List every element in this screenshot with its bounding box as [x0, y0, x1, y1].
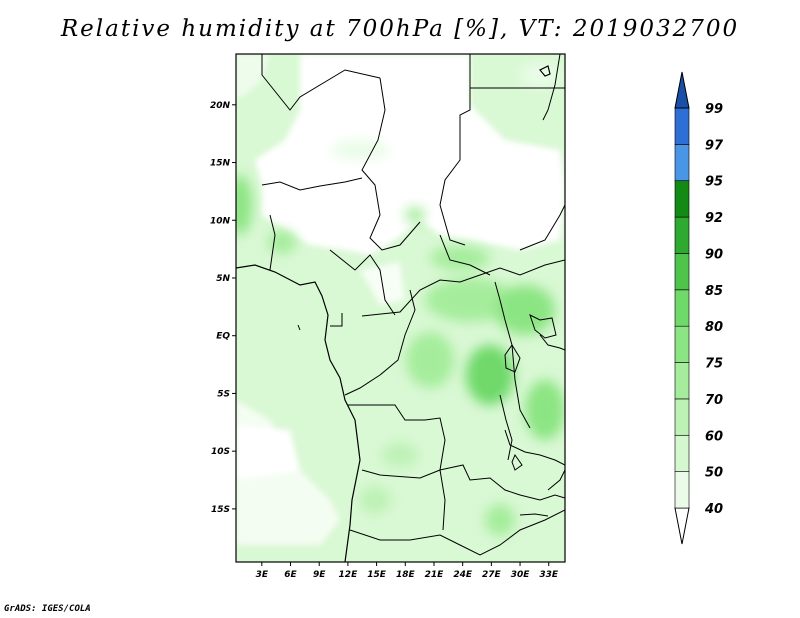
colorbar-swatch — [674, 144, 690, 182]
colorbar-swatch — [674, 434, 690, 472]
lon-tick-label: 30E — [511, 570, 531, 580]
humidity-field — [236, 54, 565, 562]
colorbar-level-label: 75 — [705, 357, 723, 372]
colorbar-swatch — [674, 471, 690, 509]
lon-tick-label: 6E — [284, 570, 297, 580]
lat-tick-label: 20N — [210, 101, 231, 111]
lon-tick-label: 3E — [256, 570, 269, 580]
lon-tick-label: 18E — [396, 570, 416, 580]
colorbar-level-label: 70 — [705, 393, 723, 408]
lon-tick-label: 27E — [482, 570, 502, 580]
map-frame — [235, 53, 566, 563]
latitude-axis: 20N 15N 10N 5N EQ 5S 10S 15S — [210, 101, 236, 515]
colorbar-level-label: 60 — [705, 429, 723, 444]
lon-tick-label: 24E — [453, 570, 473, 580]
lon-tick-label: 9E — [313, 570, 326, 580]
longitude-axis: 3E 6E 9E 12E 15E 18E 21E 24E 27E 30E 33E — [256, 562, 559, 580]
lat-tick-label: 10S — [211, 447, 230, 457]
colorbar-swatch — [674, 325, 690, 363]
colorbar-level-label: 50 — [705, 466, 723, 481]
colorbar-swatch — [674, 289, 690, 327]
lon-tick-label: 12E — [339, 570, 359, 580]
lon-tick-label: 15E — [367, 570, 387, 580]
lat-tick-label: 10N — [210, 216, 231, 226]
lat-tick-label: 15N — [210, 159, 231, 169]
lat-tick-label: 5N — [216, 274, 230, 284]
colorbar-swatch — [674, 180, 690, 218]
colorbar-level-label: 85 — [705, 284, 723, 299]
lat-tick-label: 5S — [217, 389, 230, 399]
colorbar-swatch — [674, 362, 690, 400]
colorbar-level-label: 80 — [705, 320, 723, 335]
lon-tick-label: 21E — [425, 570, 445, 580]
lat-tick-label: 15S — [211, 505, 230, 515]
colorbar-high-arrow — [674, 71, 690, 109]
country-borders — [236, 54, 565, 562]
colorbar-level-label: 99 — [705, 102, 723, 117]
colorbar-level-label: 97 — [705, 138, 724, 153]
lon-tick-label: 33E — [539, 570, 559, 580]
colorbar-low-arrow — [674, 507, 690, 545]
colorbar-level-label: 95 — [705, 175, 723, 190]
colorbar-swatch — [674, 253, 690, 291]
colorbar-level-label: 90 — [705, 247, 723, 262]
map-title: Relative humidity at 700hPa [%], VT: 201… — [60, 16, 740, 42]
colorbar-swatch — [674, 398, 690, 436]
colorbar: 40 50 60 70 75 80 85 90 92 95 97 99 — [674, 71, 724, 545]
colorbar-swatch — [674, 107, 690, 145]
lat-tick-label: EQ — [216, 332, 230, 342]
colorbar-level-label: 92 — [705, 211, 723, 226]
colorbar-level-label: 40 — [704, 502, 723, 517]
grads-credit: GrADS: IGES/COLA — [4, 604, 91, 614]
colorbar-swatch — [674, 216, 690, 254]
